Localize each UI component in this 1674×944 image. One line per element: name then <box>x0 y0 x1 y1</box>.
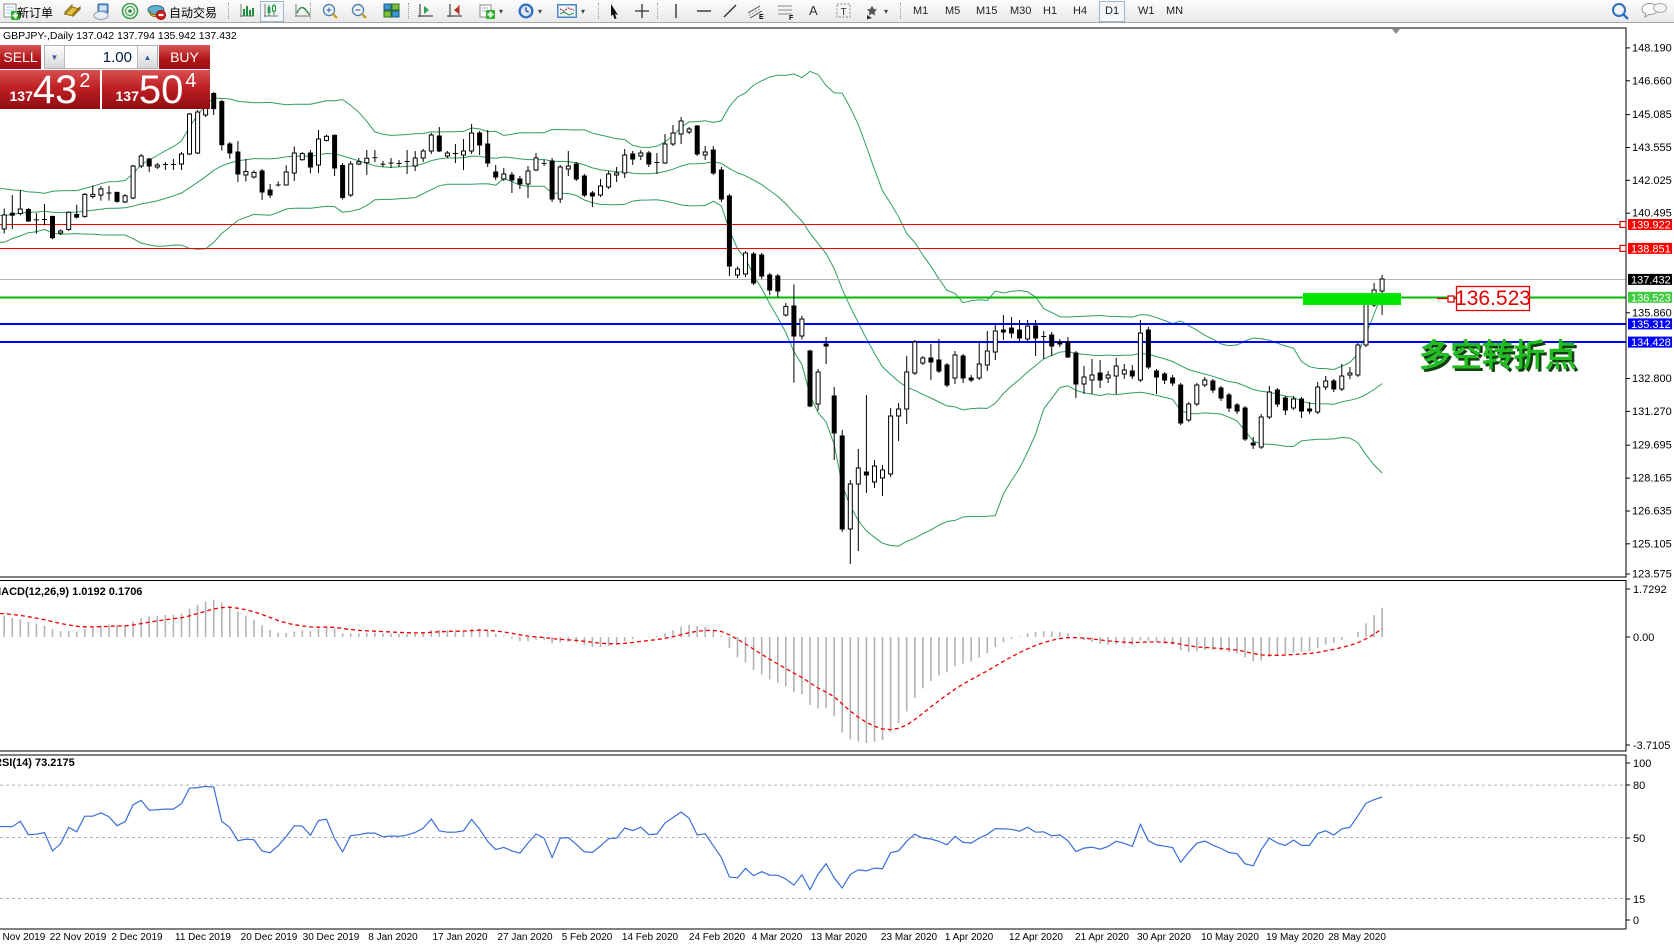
svg-text:24 Feb 2020: 24 Feb 2020 <box>689 932 746 943</box>
svg-text:1.7292: 1.7292 <box>1633 584 1667 596</box>
svg-text:11 Dec 2019: 11 Dec 2019 <box>175 932 231 943</box>
svg-text:23 Mar 2020: 23 Mar 2020 <box>881 932 938 943</box>
svg-text:10 May 2020: 10 May 2020 <box>1201 932 1259 943</box>
svg-text:136.523: 136.523 <box>1455 287 1531 310</box>
svg-text:131.270: 131.270 <box>1632 406 1672 418</box>
svg-text:132.800: 132.800 <box>1632 373 1672 385</box>
svg-text:129.695: 129.695 <box>1632 440 1672 452</box>
svg-text:8 Jan 2020: 8 Jan 2020 <box>368 932 418 943</box>
svg-text:28 May 2020: 28 May 2020 <box>1328 932 1386 943</box>
svg-text:125.105: 125.105 <box>1632 538 1672 550</box>
svg-text:30 Apr 2020: 30 Apr 2020 <box>1137 932 1191 943</box>
svg-text:135.860: 135.860 <box>1632 307 1672 319</box>
svg-text:14 Feb 2020: 14 Feb 2020 <box>622 932 679 943</box>
svg-text:80: 80 <box>1633 780 1645 792</box>
svg-text:123.575: 123.575 <box>1632 569 1672 581</box>
svg-text:T: T <box>841 7 847 18</box>
svg-text:21 Apr 2020: 21 Apr 2020 <box>1075 932 1129 943</box>
svg-text:0: 0 <box>1633 915 1639 927</box>
svg-text:134.428: 134.428 <box>1631 337 1671 349</box>
svg-text:50: 50 <box>1633 833 1645 845</box>
svg-text:27 Jan 2020: 27 Jan 2020 <box>497 932 552 943</box>
svg-text:30 Dec 2019: 30 Dec 2019 <box>303 932 360 943</box>
svg-text:2 Dec 2019: 2 Dec 2019 <box>111 932 163 943</box>
svg-text:MACD(12,26,9) 1.0192 0.1706: MACD(12,26,9) 1.0192 0.1706 <box>0 586 142 598</box>
svg-text:13 Mar 2020: 13 Mar 2020 <box>811 932 868 943</box>
svg-text:145.085: 145.085 <box>1632 109 1672 121</box>
svg-text:139.922: 139.922 <box>1631 220 1671 232</box>
svg-text:22 Nov 2019: 22 Nov 2019 <box>50 932 107 943</box>
svg-text:多空转折点: 多空转折点 <box>1419 337 1577 373</box>
svg-text:RSI(14) 73.2175: RSI(14) 73.2175 <box>0 757 75 769</box>
svg-text:136.523: 136.523 <box>1631 292 1671 304</box>
svg-text:142.025: 142.025 <box>1632 175 1672 187</box>
svg-text:146.660: 146.660 <box>1632 75 1672 87</box>
svg-text:100: 100 <box>1633 758 1651 770</box>
svg-text:0.00: 0.00 <box>1633 632 1654 644</box>
svg-text:4 Mar 2020: 4 Mar 2020 <box>752 932 803 943</box>
svg-text:19 May 2020: 19 May 2020 <box>1266 932 1324 943</box>
svg-text:12 Apr 2020: 12 Apr 2020 <box>1009 932 1063 943</box>
svg-text:148.190: 148.190 <box>1632 42 1672 54</box>
svg-text:126.635: 126.635 <box>1632 506 1672 518</box>
svg-text:140.495: 140.495 <box>1632 208 1672 220</box>
svg-text:128.165: 128.165 <box>1632 473 1672 485</box>
svg-text:15: 15 <box>1633 894 1645 906</box>
svg-text:1 Apr 2020: 1 Apr 2020 <box>945 932 994 943</box>
svg-text:F: F <box>789 15 794 20</box>
svg-text:GBPJPY-,Daily 137.042 137.794: GBPJPY-,Daily 137.042 137.794 135.942 13… <box>3 30 237 42</box>
svg-text:137.432: 137.432 <box>1631 274 1671 286</box>
svg-text:135.312: 135.312 <box>1631 319 1671 331</box>
svg-text:-3.7105: -3.7105 <box>1633 740 1670 752</box>
svg-text:5 Feb 2020: 5 Feb 2020 <box>562 932 613 943</box>
svg-text:143.555: 143.555 <box>1632 142 1672 154</box>
svg-text:E: E <box>759 14 764 20</box>
svg-text:17 Jan 2020: 17 Jan 2020 <box>432 932 487 943</box>
svg-text:138.851: 138.851 <box>1631 243 1671 255</box>
svg-text:20 Dec 2019: 20 Dec 2019 <box>241 932 298 943</box>
svg-text:13 Nov 2019: 13 Nov 2019 <box>0 932 46 943</box>
